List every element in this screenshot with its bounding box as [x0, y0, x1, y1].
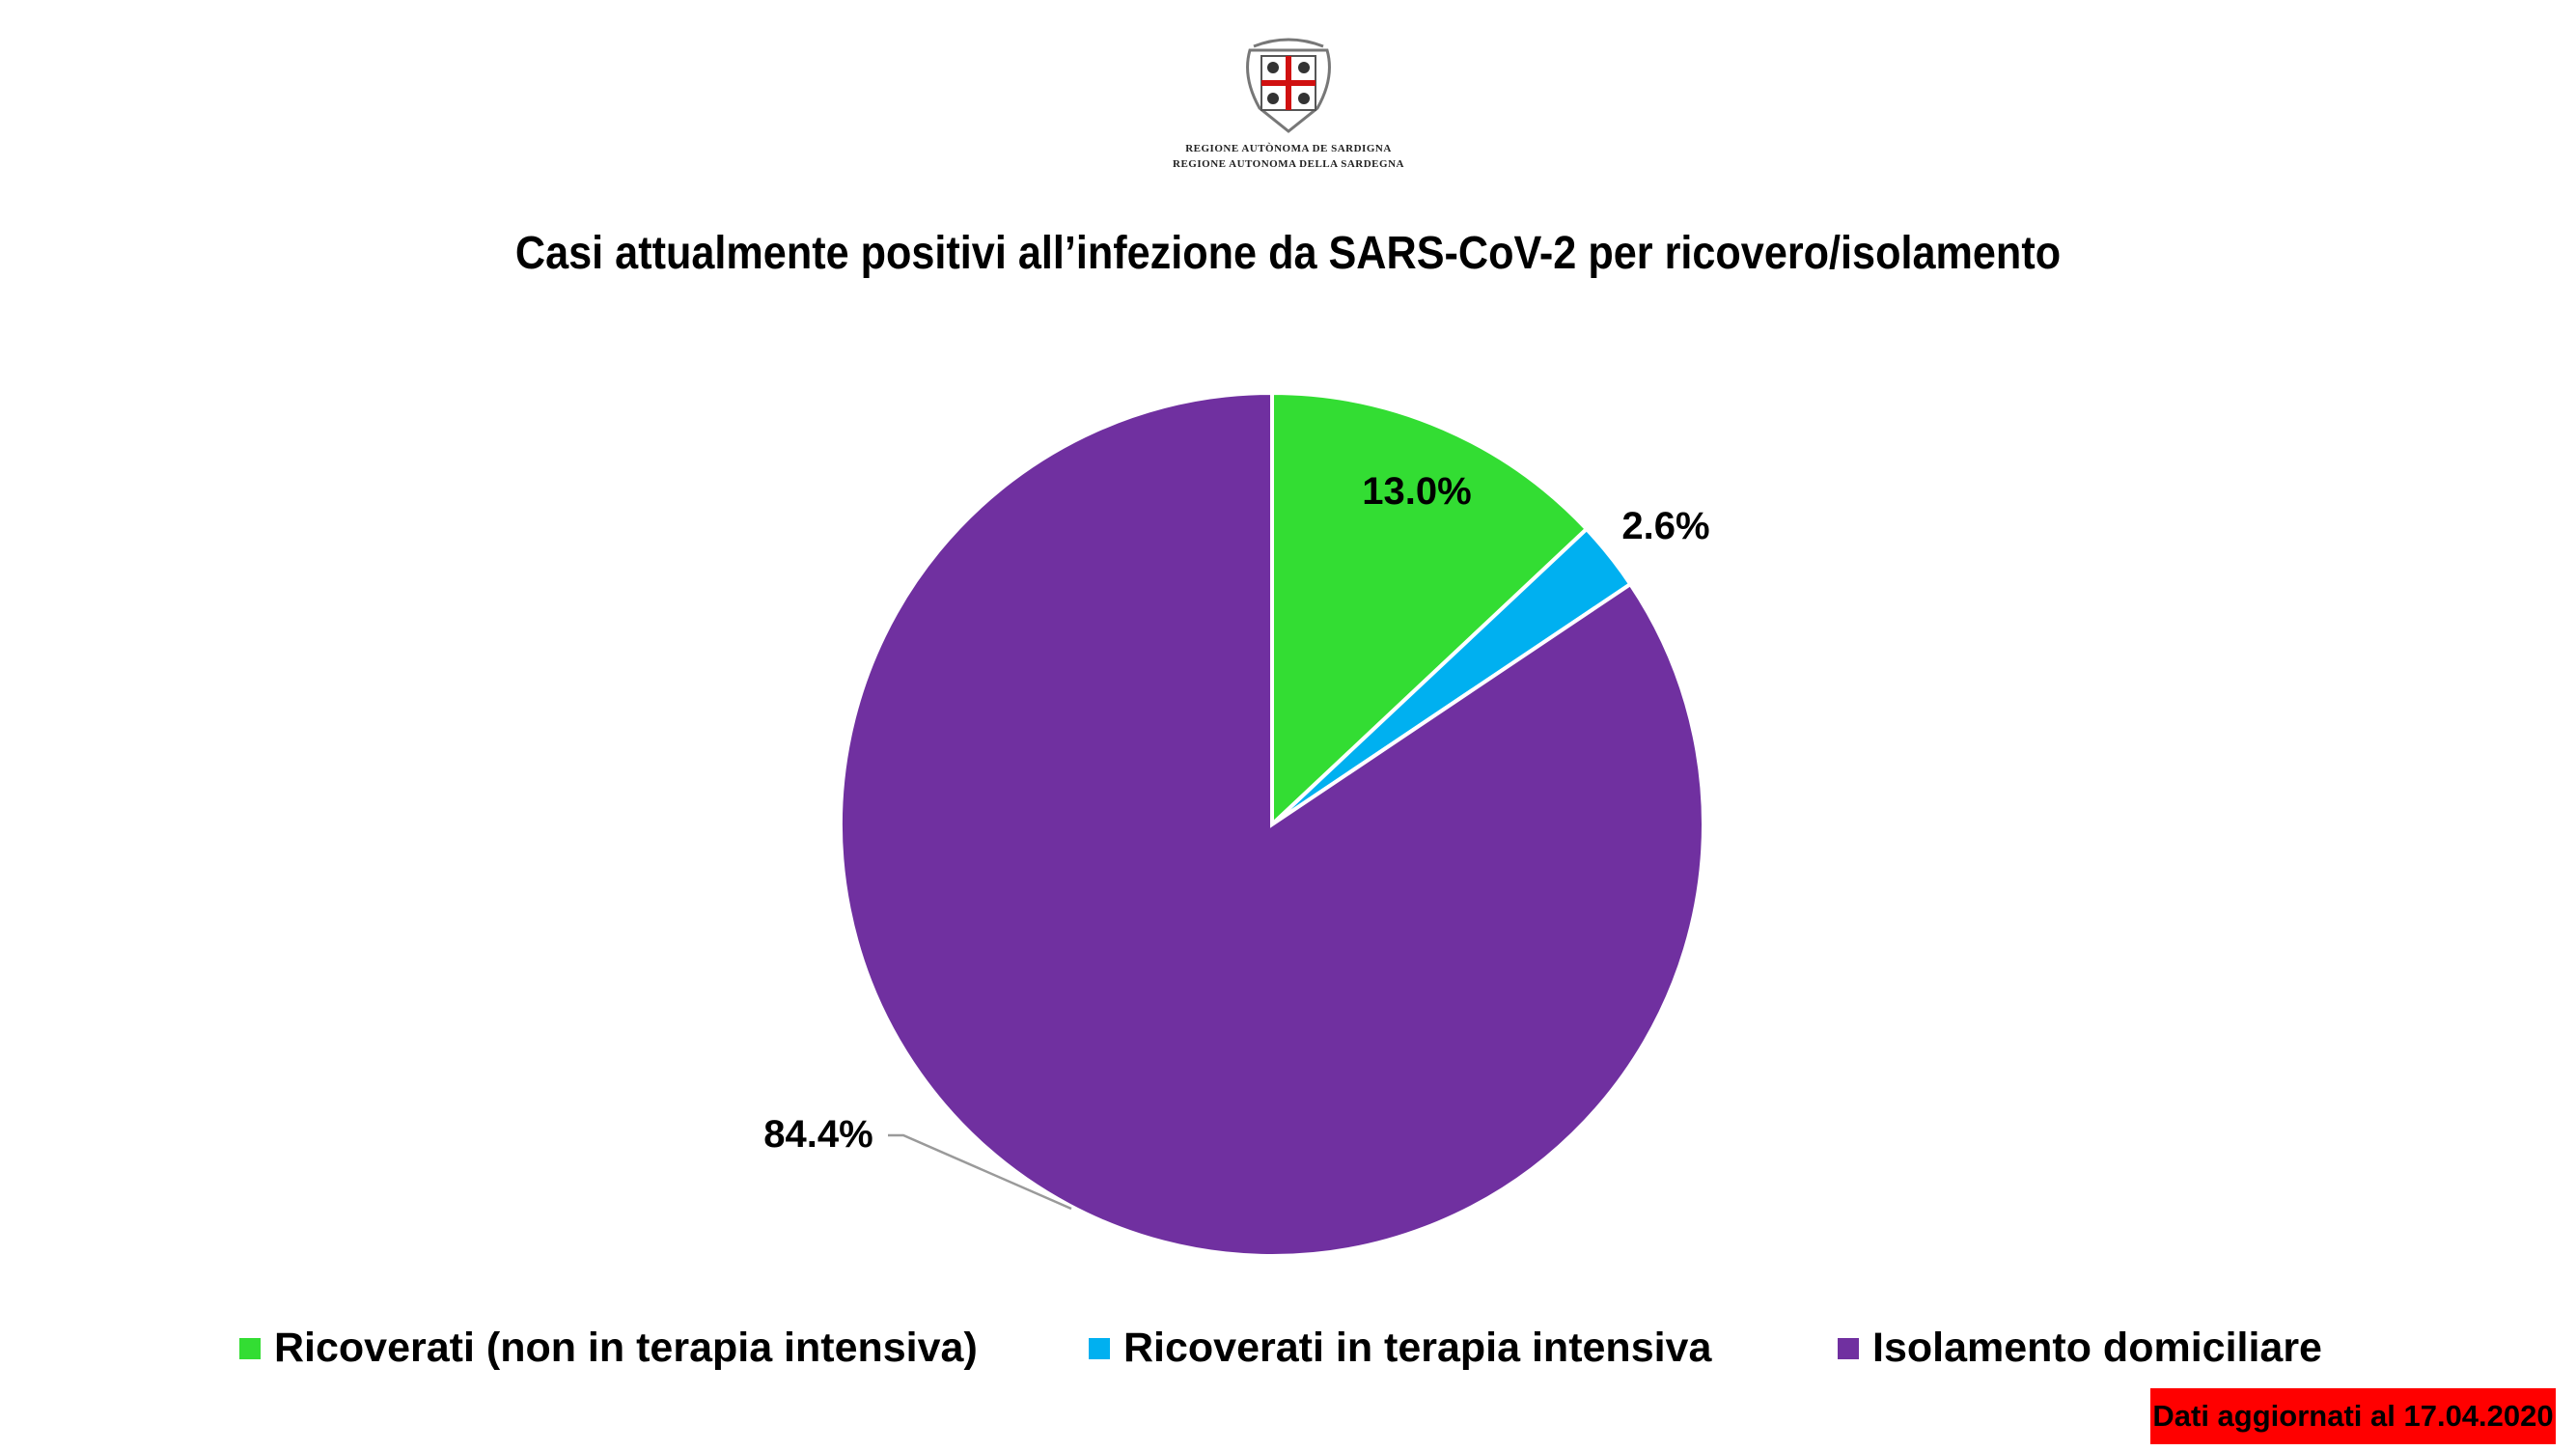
chart-legend: Ricoverati (non in terapia intensiva) Ri…	[0, 1325, 2576, 1382]
logo-text-sardinian: REGIONE AUTÒNOMA DE SARDIGNA	[1185, 143, 1392, 154]
legend-swatch-isolamento	[1838, 1337, 1859, 1359]
legend-label-ricoverati: Ricoverati (non in terapia intensiva)	[274, 1325, 978, 1371]
leader-line-2	[888, 1133, 1072, 1211]
data-label-2: 84.4%	[763, 1113, 873, 1156]
legend-item-ricoverati: Ricoverati (non in terapia intensiva)	[239, 1325, 978, 1372]
legend-swatch-ricoverati	[239, 1337, 261, 1359]
data-label-0: 13.0%	[1362, 470, 1471, 513]
chart-title: Casi attualmente positivi all’infezione …	[514, 228, 2062, 279]
legend-item-terapia-intensiva: Ricoverati in terapia intensiva	[1089, 1325, 1711, 1372]
pie-slice-0	[1270, 390, 1590, 829]
data-label-1: 2.6%	[1621, 505, 1709, 547]
region-logo: REGIONE AUTÒNOMA DE SARDIGNA REGIONE AUT…	[1153, 29, 1424, 183]
pie-slice-2	[839, 390, 1706, 1258]
legend-label-terapia-intensiva: Ricoverati in terapia intensiva	[1123, 1325, 1712, 1371]
coat-of-arms-icon	[1246, 38, 1331, 133]
logo-text-italian: REGIONE AUTONOMA DELLA SARDEGNA	[1173, 158, 1404, 170]
legend-swatch-terapia-intensiva	[1089, 1337, 1110, 1359]
legend-item-isolamento: Isolamento domiciliare	[1838, 1325, 2322, 1372]
updated-date-badge: Dati aggiornati al 17.04.2020	[2150, 1388, 2556, 1444]
legend-label-isolamento: Isolamento domiciliare	[1872, 1325, 2322, 1371]
